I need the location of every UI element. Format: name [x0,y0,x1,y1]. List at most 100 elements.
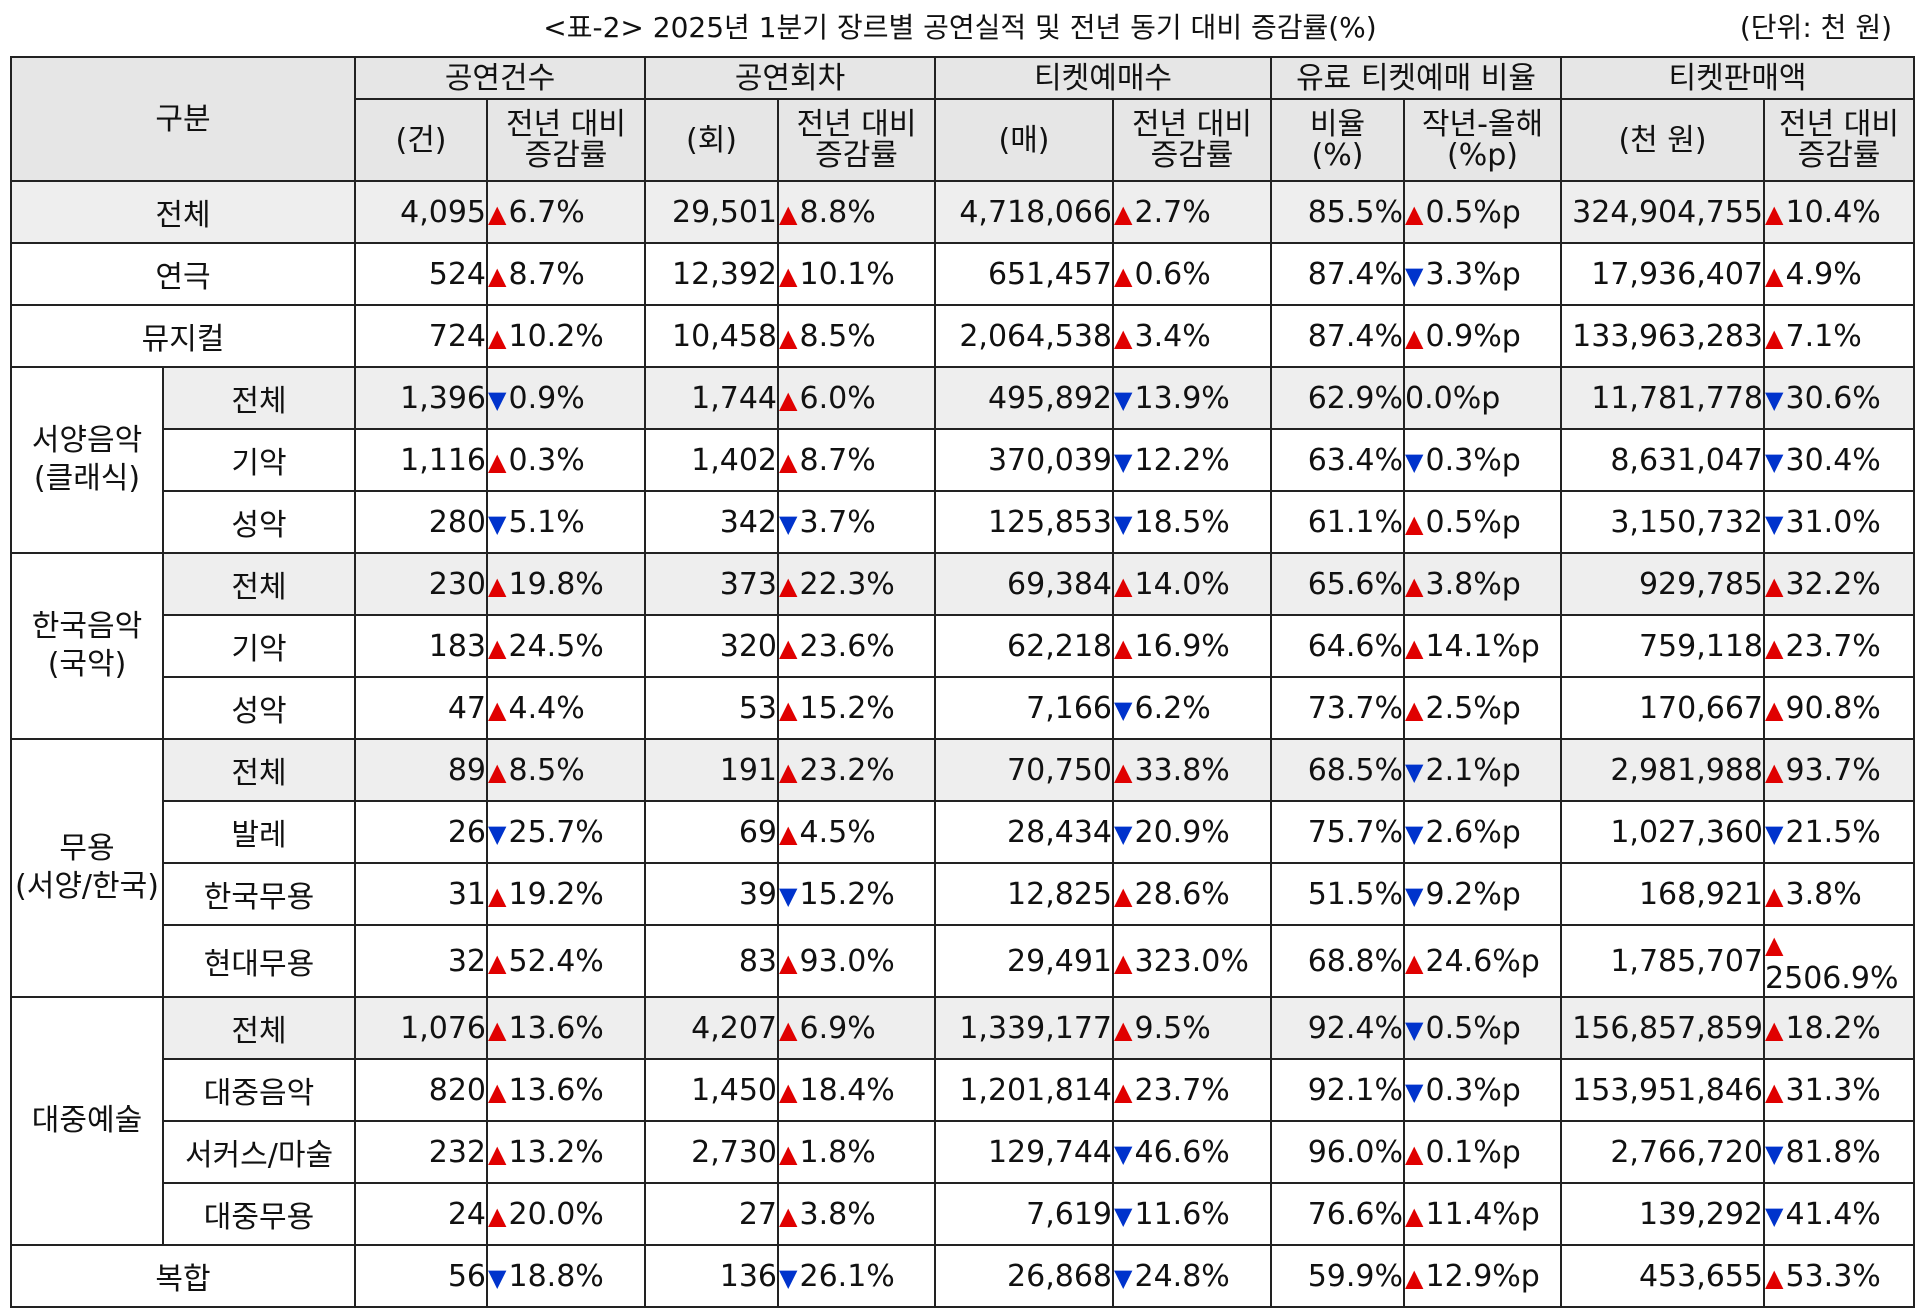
value-cell: 62,218 [934,614,1115,678]
row-label: 연극 [9,242,357,306]
group-label-classical: 서양음악 (클래식) [10,366,164,554]
row-label: 성악 [161,676,357,740]
change-value: 3.7% [799,504,876,540]
change-value: 23.7% [1785,628,1881,664]
change-cell: ▲12.9%p [1403,1244,1563,1308]
triangle-down-icon: ▼ [1765,1139,1784,1168]
value-cell: 27 [644,1182,780,1246]
change-cell: ▲23.7% [1763,614,1916,678]
change-cell: ▼2.6%p [1403,800,1563,864]
change-cell: ▼6.2% [1112,676,1273,740]
change-cell: ▲3.8% [1763,862,1916,926]
value-cell: 7,619 [934,1182,1115,1246]
triangle-up-icon: ▲ [779,948,798,977]
value-cell: 1,201,814 [934,1058,1115,1122]
header-group-sessions: 공연회차 [644,56,937,100]
triangle-up-icon: ▲ [1765,633,1784,662]
value-cell: 370,039 [934,428,1115,492]
triangle-up-icon: ▲ [488,757,507,786]
change-cell: ▲19.2% [486,862,647,926]
value-cell: 170,667 [1560,676,1766,740]
change-value: 24.6%p [1425,943,1540,979]
header-group-sales: 티켓판매액 [1560,56,1916,100]
value-cell: 168,921 [1560,862,1766,926]
change-value: 16.9% [1134,628,1230,664]
value-cell: 87.4% [1270,304,1406,368]
triangle-up-icon: ▲ [1405,1139,1424,1168]
triangle-up-icon: ▲ [488,323,507,352]
triangle-up-icon: ▲ [1114,1077,1133,1106]
triangle-up-icon: ▲ [1765,199,1784,228]
header-change-count: 전년 대비 증감률 [486,98,647,182]
header-ratio-line1: 비율 [1309,107,1366,142]
value-cell: 2,766,720 [1560,1120,1766,1184]
header-change-line1: 전년 대비 [796,107,917,142]
value-cell: 1,402 [644,428,780,492]
change-value: 30.6% [1785,380,1881,416]
value-cell: 65.6% [1270,552,1406,616]
triangle-up-icon: ▲ [1405,1263,1424,1292]
change-cell: ▲24.5% [486,614,647,678]
change-value: 4.5% [799,814,876,850]
row-label: 기악 [161,614,357,678]
header-change-line2: 증감률 [1797,138,1881,173]
change-cell: ▲19.8% [486,552,647,616]
change-value: 323.0% [1134,943,1249,979]
value-cell: 32 [354,924,489,998]
triangle-up-icon: ▲ [1405,571,1424,600]
value-cell: 495,892 [934,366,1115,430]
row-label: 서커스/마술 [161,1120,357,1184]
change-value: 2.1%p [1425,752,1521,788]
value-cell: 342 [644,490,780,554]
header-group-tickets: 티켓예매수 [934,56,1273,100]
triangle-up-icon: ▲ [488,447,507,476]
row-label: 전체 [161,552,357,616]
change-value: 6.2% [1134,690,1211,726]
change-cell: ▲23.7% [1112,1058,1273,1122]
change-cell: ▼3.3%p [1403,242,1563,306]
header-change-line2: 증감률 [815,138,898,173]
group-label-line: 무용 [59,831,115,866]
change-value: 26.1% [799,1258,895,1294]
triangle-down-icon: ▼ [1765,385,1784,414]
group-label-korean: 한국음악 (국악) [10,552,164,740]
group-label-line: 한국음악 [31,609,143,644]
change-value: 8.5% [799,318,876,354]
header-unit-count: (건) [354,98,489,182]
triangle-up-icon: ▲ [1405,695,1424,724]
value-cell: 651,457 [934,242,1115,306]
change-cell: ▲4.9% [1763,242,1916,306]
change-cell: ▲3.8% [777,1182,937,1246]
value-cell: 1,116 [354,428,489,492]
change-value: 14.1%p [1425,628,1540,664]
change-value: 93.0% [799,943,895,979]
change-cell: ▼9.2%p [1403,862,1563,926]
value-cell: 929,785 [1560,552,1766,616]
triangle-down-icon: ▼ [1114,447,1133,476]
change-cell: ▲6.7% [486,180,647,244]
change-value: 18.5% [1134,504,1230,540]
triangle-up-icon: ▲ [1114,757,1133,786]
change-cell: ▲2.5%p [1403,676,1563,740]
table-row: 성악 280 ▼5.1% 342 ▼3.7% 125,853 ▼18.5% 61.1% ▲0.5… [11,490,1916,554]
change-cell: ▲14.1%p [1403,614,1563,678]
change-cell: ▲3.8%p [1403,552,1563,616]
change-cell: ▼0.5%p [1403,996,1563,1060]
table-title: <표-2> 2025년 1분기 장르별 공연실적 및 전년 동기 대비 증감률(… [543,11,1377,44]
value-cell: 8,631,047 [1560,428,1766,492]
table-row: 서커스/마술 232 ▲13.2% 2,730 ▲1.8% 129,744 ▼46.6% 96… [11,1120,1916,1184]
group-label-line: (클래식) [33,461,141,496]
triangle-up-icon: ▲ [1405,633,1424,662]
change-cell: ▼13.9% [1112,366,1273,430]
change-value: 3.8%p [1425,566,1521,602]
value-cell: 29,501 [644,180,780,244]
change-cell: ▲32.2% [1763,552,1916,616]
triangle-up-icon: ▲ [1114,881,1133,910]
triangle-up-icon: ▲ [488,695,507,724]
triangle-up-icon: ▲ [488,881,507,910]
value-cell: 11,781,778 [1560,366,1766,430]
header-change-line2: 증감률 [1150,138,1234,173]
change-cell: ▲9.5% [1112,996,1273,1060]
row-label: 현대무용 [161,924,357,998]
change-value: 24.8% [1134,1258,1230,1294]
